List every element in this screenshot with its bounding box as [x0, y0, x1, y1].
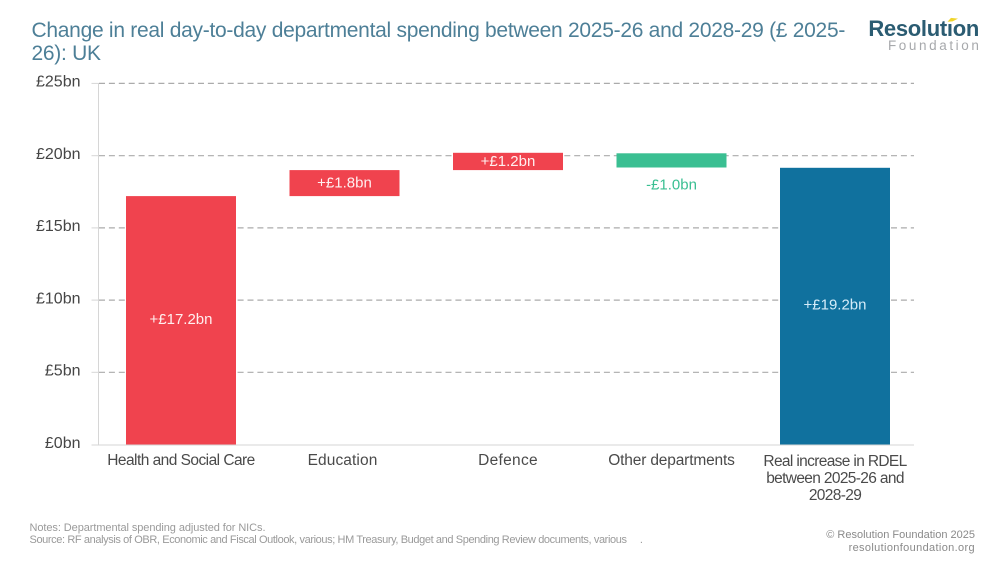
- svg-text:£10bn: £10bn: [36, 290, 81, 307]
- svg-text:-£1.0bn: -£1.0bn: [646, 176, 697, 193]
- svg-text:+£1.2bn: +£1.2bn: [481, 153, 536, 170]
- svg-text:£15bn: £15bn: [36, 218, 81, 235]
- svg-text:£20bn: £20bn: [36, 146, 81, 163]
- svg-text:£25bn: £25bn: [36, 74, 81, 91]
- svg-text:£5bn: £5bn: [45, 363, 81, 380]
- svg-text:+£19.2bn: +£19.2bn: [804, 297, 867, 314]
- svg-text:£0bn: £0bn: [45, 435, 81, 452]
- svg-text:+£1.8bn: +£1.8bn: [317, 175, 372, 192]
- svg-text:+£17.2bn: +£17.2bn: [150, 311, 213, 328]
